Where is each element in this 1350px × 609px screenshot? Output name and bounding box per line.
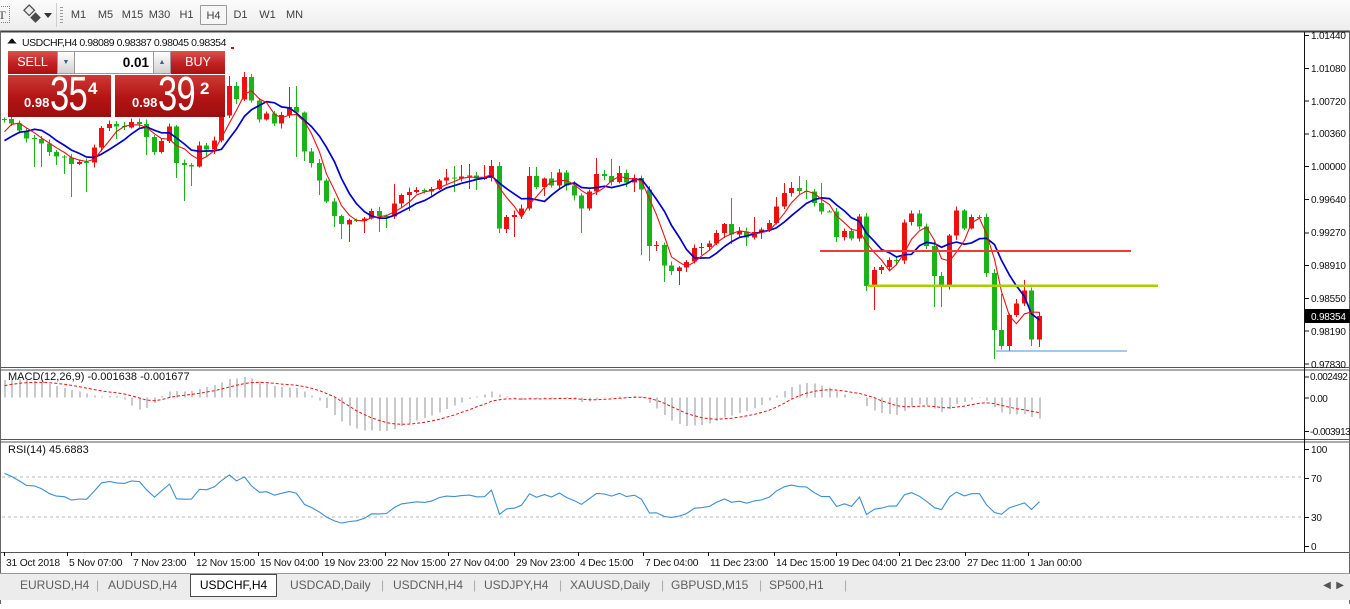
svg-text:14 Dec 15:00: 14 Dec 15:00	[776, 558, 835, 569]
svg-text:19 Dec 04:00: 19 Dec 04:00	[838, 558, 897, 569]
svg-text:21 Dec 23:00: 21 Dec 23:00	[901, 558, 960, 569]
svg-text:0.98550: 0.98550	[1311, 294, 1346, 305]
svg-text:27 Dec 11:00: 27 Dec 11:00	[967, 558, 1026, 569]
svg-text:19 Nov 23:00: 19 Nov 23:00	[324, 558, 383, 569]
svg-text:1.00360: 1.00360	[1311, 129, 1346, 140]
svg-text:31 Oct 2018: 31 Oct 2018	[6, 558, 60, 569]
svg-text:0.98910: 0.98910	[1311, 261, 1346, 272]
svg-text:4 Dec 15:00: 4 Dec 15:00	[580, 558, 634, 569]
svg-text:MACD(12,26,9) -0.001638 -0.001: MACD(12,26,9) -0.001638 -0.001677	[8, 371, 190, 383]
svg-text:11 Dec 23:00: 11 Dec 23:00	[710, 558, 769, 569]
svg-text:22 Nov 15:00: 22 Nov 15:00	[387, 558, 446, 569]
svg-text:USDCHF,H4 0.98089 0.98387 0.9: USDCHF,H4 0.98089 0.98387 0.98045 0.9835…	[22, 37, 227, 49]
svg-text:30: 30	[1311, 513, 1322, 524]
svg-text:RSI(14) 45.6883: RSI(14) 45.6883	[8, 444, 89, 456]
svg-text:1.00000: 1.00000	[1311, 162, 1346, 173]
svg-text:27 Nov 04:00: 27 Nov 04:00	[450, 558, 509, 569]
svg-text:5 Nov 07:00: 5 Nov 07:00	[69, 558, 123, 569]
svg-text:0: 0	[1311, 542, 1317, 553]
svg-text:-0.003913: -0.003913	[1310, 427, 1350, 438]
svg-text:0.99270: 0.99270	[1311, 228, 1346, 239]
svg-text:0.002492: 0.002492	[1310, 372, 1348, 383]
svg-text:29 Nov 23:00: 29 Nov 23:00	[516, 558, 575, 569]
svg-text:7 Dec 04:00: 7 Dec 04:00	[645, 558, 699, 569]
svg-text:70: 70	[1311, 474, 1322, 485]
svg-text:0.00: 0.00	[1310, 394, 1328, 405]
svg-text:15 Nov 04:00: 15 Nov 04:00	[260, 558, 319, 569]
svg-text:7 Nov 23:00: 7 Nov 23:00	[133, 558, 187, 569]
svg-text:1.01440: 1.01440	[1311, 31, 1346, 42]
svg-text:1 Jan 00:00: 1 Jan 00:00	[1030, 558, 1082, 569]
svg-text:0.99640: 0.99640	[1311, 195, 1346, 206]
svg-text:1.00720: 1.00720	[1311, 97, 1346, 108]
svg-text:0.98354: 0.98354	[1311, 312, 1346, 323]
svg-text:1.01080: 1.01080	[1311, 64, 1346, 75]
svg-text:12 Nov 15:00: 12 Nov 15:00	[196, 558, 255, 569]
svg-text:100: 100	[1311, 445, 1328, 456]
svg-text:0.97830: 0.97830	[1311, 360, 1346, 371]
svg-text:0.98190: 0.98190	[1311, 327, 1346, 338]
